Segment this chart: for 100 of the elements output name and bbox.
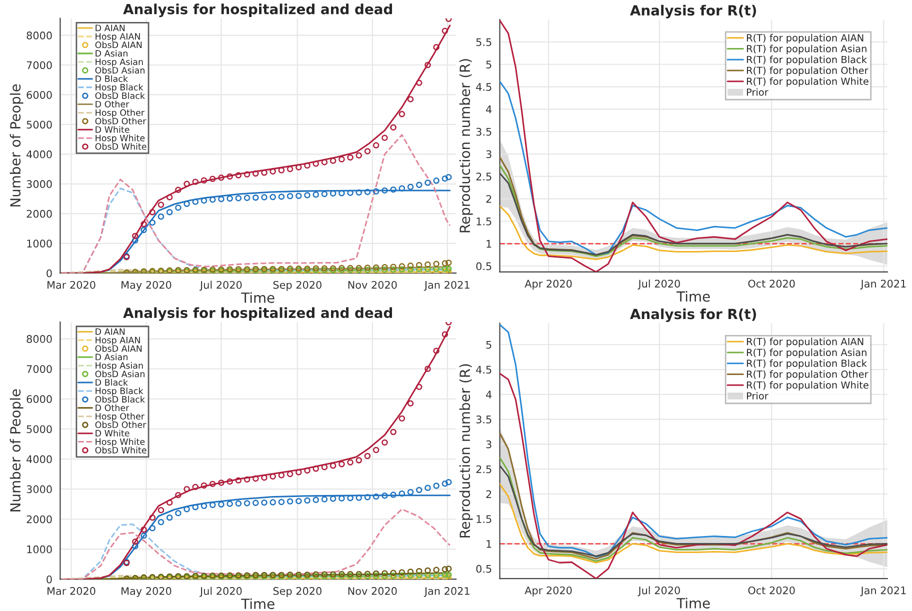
y-tick-label: 2.5 <box>476 172 492 181</box>
y-tick-label: 1 <box>486 240 492 248</box>
chart-title: Analysis for R(t) <box>630 4 756 18</box>
y-tick-label: 5000 <box>26 120 52 129</box>
x-tick-label: Jul 2020 <box>199 586 242 597</box>
x-tick-label: Apr 2020 <box>524 586 572 596</box>
legend-label: ObsD Other <box>95 118 146 124</box>
legend-label: Prior <box>746 392 768 400</box>
legend-label: ObsD AIAN <box>95 41 142 48</box>
legend-label: R(T) for population Asian <box>746 44 866 54</box>
x-tick-label: Sep 2020 <box>273 280 322 291</box>
legend-label: R(T) for population White <box>746 77 868 87</box>
y-axis-title: Number of People <box>10 84 24 206</box>
legend-label: Hosp White <box>96 134 145 144</box>
y-tick-label: 4 <box>486 390 492 398</box>
x-tick-label: Apr 2020 <box>524 280 572 290</box>
x-tick-label: Sep 2020 <box>273 587 322 597</box>
legend-label: ObsD White <box>95 446 146 454</box>
y-tick-label: 4.5 <box>476 366 492 374</box>
legend-label: Hosp Other <box>96 412 144 422</box>
x-tick-label: Jan 2021 <box>424 280 470 291</box>
y-tick-label: 5 <box>486 60 492 68</box>
y-tick-label: 1 <box>486 540 492 548</box>
legend-label: R(T) for population Black <box>746 359 867 369</box>
legend-label: Hosp Other <box>96 109 144 118</box>
y-tick-label: 4000 <box>26 455 52 464</box>
legend-label: R(T) for population Asian <box>746 348 866 358</box>
y-tick-label: 1000 <box>27 545 52 554</box>
legend-label: Hosp Asian <box>96 362 143 370</box>
line-series <box>60 326 451 580</box>
x-tick-label: Nov 2020 <box>348 587 397 595</box>
y-tick-label: 1000 <box>27 240 52 248</box>
legend-label: ObsD Black <box>95 396 145 403</box>
legend-label: R(T) for population AIAN <box>746 34 864 44</box>
y-tick-label: 4.5 <box>476 83 492 91</box>
line-series <box>60 24 451 274</box>
x-tick-label: Oct 2020 <box>748 586 795 594</box>
x-tick-label: Jul 2020 <box>199 280 242 291</box>
legend-label: Hosp AIAN <box>96 33 140 42</box>
legend-label: Hosp AIAN <box>96 336 140 346</box>
y-tick-label: 3000 <box>26 180 52 188</box>
x-axis-title: Time <box>676 291 710 302</box>
legend-label: ObsD Asian <box>95 370 144 378</box>
legend-label: D Black <box>96 75 128 82</box>
x-tick-label: Nov 2020 <box>348 280 397 289</box>
x-tick-label: Jan 2021 <box>860 586 906 596</box>
legend-label: Hosp White <box>96 438 145 447</box>
line-series <box>500 483 888 564</box>
legend-label: ObsD White <box>95 143 146 150</box>
chart-title: Analysis for hospitalized and dead <box>123 4 392 18</box>
y-tick-label: 8000 <box>26 335 52 343</box>
y-tick-label: 0.5 <box>476 262 492 270</box>
line-series <box>500 205 888 260</box>
y-tick-label: 3.5 <box>476 416 492 424</box>
legend-label: R(T) for population Other <box>746 370 868 380</box>
legend-label: D Black <box>96 378 128 386</box>
chart-title: Analysis for R(t) <box>630 308 756 322</box>
y-tick-label: 3 <box>486 150 492 158</box>
legend-label: R(T) for population Black <box>746 56 867 66</box>
y-tick-label: 2.5 <box>476 465 492 474</box>
x-tick-label: May 2020 <box>122 280 172 291</box>
line-series <box>500 20 888 272</box>
legend-label: R(T) for population Other <box>746 66 868 76</box>
line-series <box>60 508 451 580</box>
legend-label: ObsD Other <box>95 421 146 428</box>
x-tick-label: Mar 2020 <box>48 280 96 289</box>
y-tick-label: 2 <box>486 490 492 498</box>
y-tick-label: 7000 <box>26 61 52 70</box>
legend-label: ObsD Black <box>95 92 145 99</box>
y-tick-label: 6000 <box>26 395 52 404</box>
legend-label: D Asian <box>96 50 128 57</box>
y-tick-label: 4000 <box>26 150 52 158</box>
legend-label: ObsD AIAN <box>95 345 142 352</box>
legend-label: Prior <box>746 88 768 96</box>
x-tick-label: Jan 2021 <box>860 280 906 290</box>
legend-label: R(T) for population White <box>746 381 868 391</box>
y-tick-label: 1.5 <box>476 218 492 226</box>
x-tick-label: Jul 2020 <box>638 586 680 596</box>
legend-label: D White <box>96 126 130 133</box>
line-series <box>60 134 451 274</box>
y-tick-label: 5.5 <box>476 38 492 46</box>
y-tick-label: 0.5 <box>476 564 492 573</box>
y-tick-label: 5 <box>486 340 492 349</box>
x-axis-title: Time <box>241 292 274 303</box>
y-tick-label: 7000 <box>26 365 52 373</box>
x-axis-title: Time <box>241 598 274 610</box>
y-tick-label: 0 <box>46 269 52 278</box>
y-tick-label: 8000 <box>26 32 52 40</box>
line-series <box>500 324 888 558</box>
x-tick-label: May 2020 <box>122 587 172 597</box>
legend-label: D AIAN <box>96 328 125 335</box>
x-axis-title: Time <box>676 598 710 608</box>
y-tick-label: 5000 <box>26 425 52 434</box>
legend-label: D Asian <box>96 354 128 360</box>
chart-title: Analysis for hospitalized and dead <box>123 307 392 321</box>
legend-label: Hosp Black <box>96 387 144 396</box>
x-tick-label: Jan 2021 <box>424 587 470 597</box>
y-tick-label: 3000 <box>26 485 52 494</box>
y-tick-label: 0 <box>46 575 52 584</box>
legend-label: D White <box>96 430 130 437</box>
